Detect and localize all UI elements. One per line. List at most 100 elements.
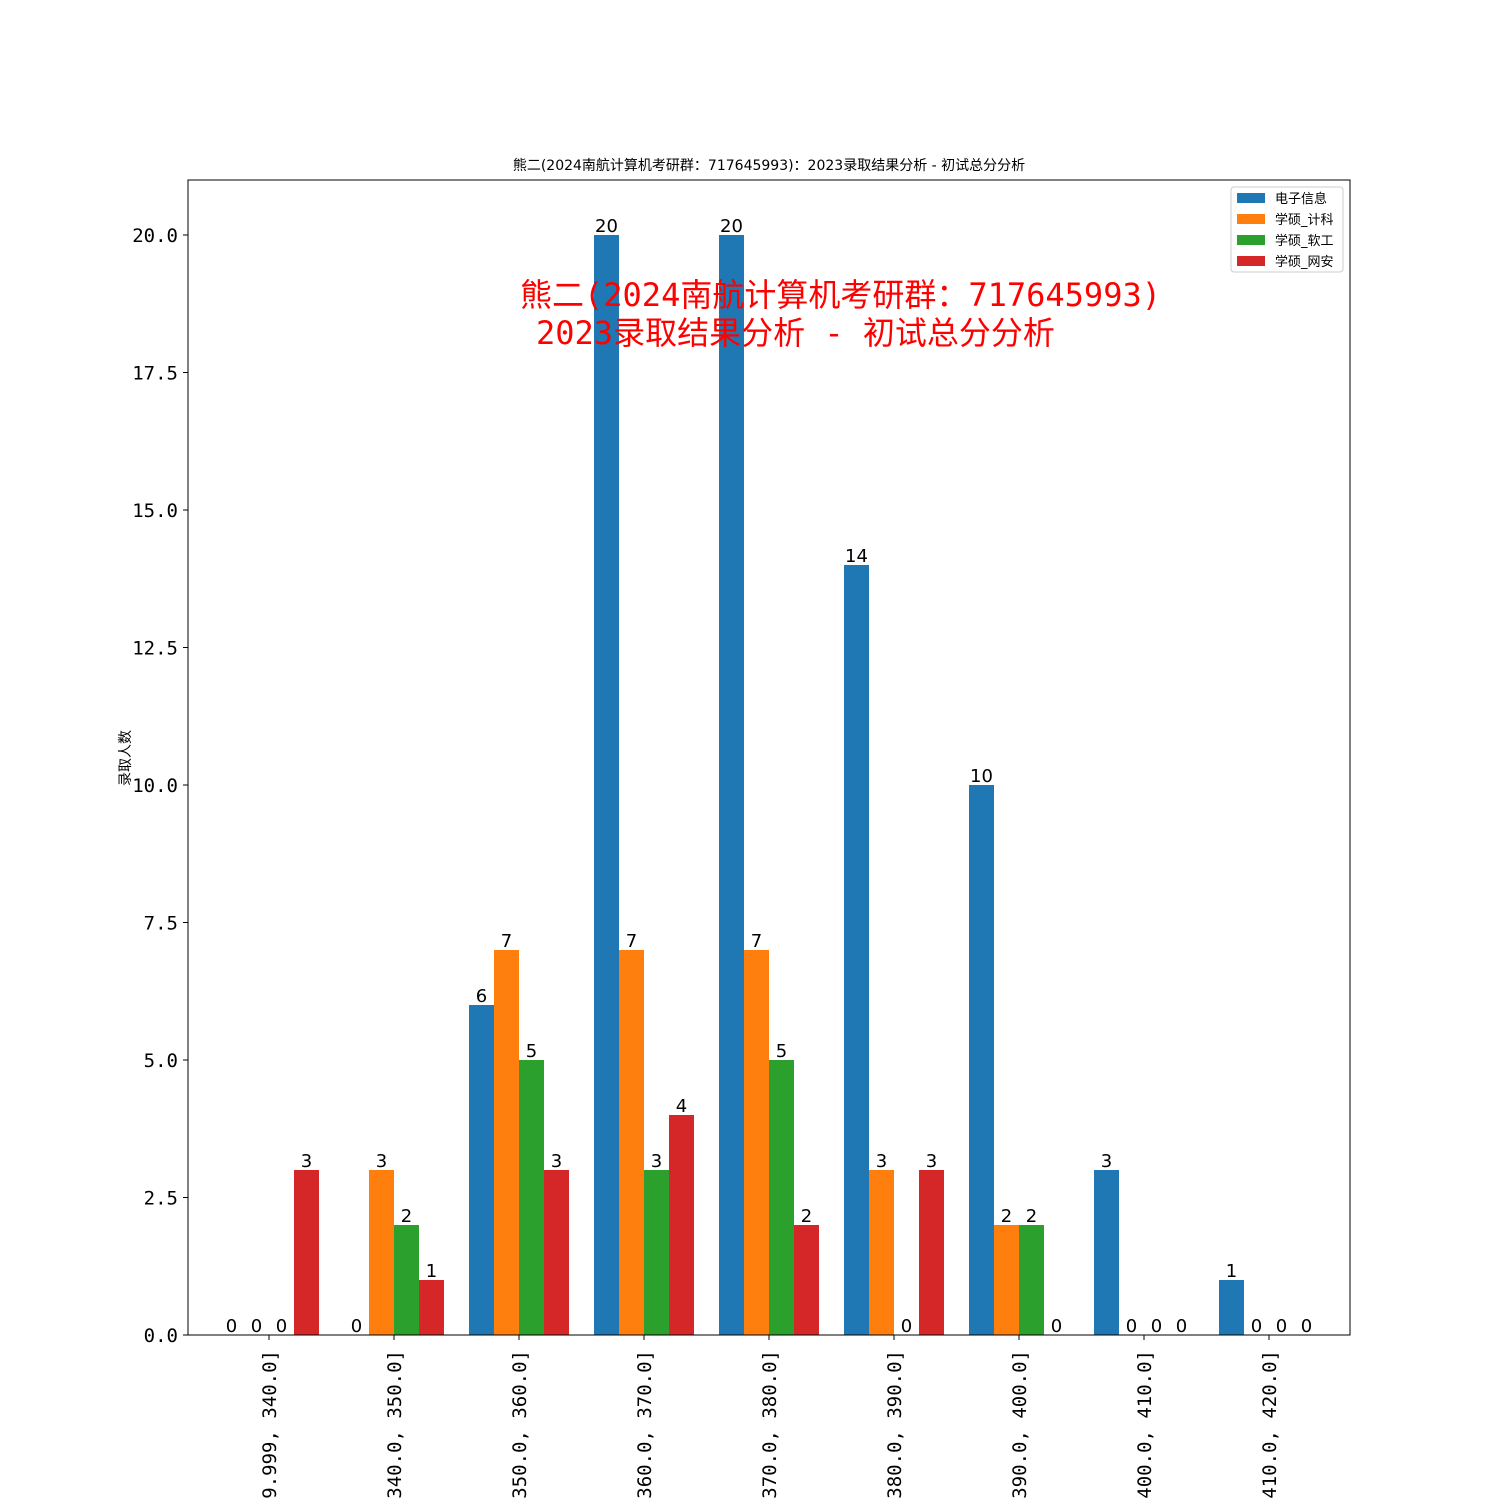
bar-value-label: 3 [551, 1151, 562, 1172]
bar [994, 1225, 1019, 1335]
y-tick-label: 10.0 [132, 775, 178, 797]
x-tick-label: (350.0, 360.0] [509, 1350, 531, 1500]
bar [294, 1170, 319, 1335]
bar-value-label: 0 [901, 1316, 912, 1337]
bar-value-label: 7 [751, 931, 762, 952]
y-tick-label: 20.0 [132, 225, 178, 247]
x-tick-label: (400.0, 410.0] [1134, 1350, 1156, 1500]
bar-value-label: 2 [1001, 1206, 1012, 1227]
bar-value-label: 0 [226, 1316, 237, 1337]
bar-value-label: 1 [1226, 1261, 1237, 1282]
bar-value-label: 2 [1026, 1206, 1037, 1227]
bar [969, 785, 994, 1335]
legend-label: 学硕_网安 [1275, 254, 1334, 270]
legend-swatch [1237, 235, 1265, 245]
x-tick-label: (370.0, 380.0] [759, 1350, 781, 1500]
y-tick-label: 15.0 [132, 500, 178, 522]
bar-value-label: 0 [1301, 1316, 1312, 1337]
bar-value-label: 3 [926, 1151, 937, 1172]
x-tick-label: (329.999, 340.0] [259, 1350, 281, 1500]
legend-label: 电子信息 [1275, 191, 1327, 207]
y-tick-label: 5.0 [144, 1050, 178, 1072]
bar-value-label: 3 [876, 1151, 887, 1172]
bar [919, 1170, 944, 1335]
bar-value-label: 0 [1176, 1316, 1187, 1337]
chart-annotation: 熊二(2024南航计算机考研群：717645993) 2023录取结果分析 - … [520, 276, 1161, 352]
y-tick-label: 0.0 [144, 1325, 178, 1347]
bar-value-label: 4 [676, 1096, 687, 1117]
bar [369, 1170, 394, 1335]
bar [869, 1170, 894, 1335]
bar [844, 565, 869, 1335]
bar [519, 1060, 544, 1335]
bar-value-label: 6 [476, 986, 487, 1007]
bar-value-label: 1 [426, 1261, 437, 1282]
y-tick-label: 7.5 [144, 913, 178, 935]
y-axis-label: 录取人数 [118, 730, 134, 786]
bar [544, 1170, 569, 1335]
bar [769, 1060, 794, 1335]
bar-value-label: 0 [1276, 1316, 1287, 1337]
bar [1094, 1170, 1119, 1335]
x-tick-label: (410.0, 420.0] [1259, 1350, 1281, 1500]
bar-value-label: 14 [845, 546, 868, 567]
annotation-line-2: 2023录取结果分析 - 初试总分分析 [536, 314, 1055, 352]
bar [394, 1225, 419, 1335]
bar [494, 950, 519, 1335]
legend-frame [1230, 186, 1344, 273]
x-tick-label: (380.0, 390.0] [884, 1350, 906, 1500]
bar-value-label: 0 [276, 1316, 287, 1337]
bar-value-label: 0 [251, 1316, 262, 1337]
bar [644, 1170, 669, 1335]
bar [1019, 1225, 1044, 1335]
y-tick-label: 12.5 [132, 638, 178, 660]
bar-value-label: 5 [526, 1041, 537, 1062]
y-tick-label: 2.5 [144, 1188, 178, 1210]
bar [1219, 1280, 1244, 1335]
bar-value-label: 7 [501, 931, 512, 952]
legend-swatch [1237, 214, 1265, 224]
bar [419, 1280, 444, 1335]
annotation-line-1: 熊二(2024南航计算机考研群：717645993) [520, 276, 1161, 314]
legend-swatch [1237, 193, 1265, 203]
bar-value-label: 0 [1251, 1316, 1262, 1337]
bar [794, 1225, 819, 1335]
bars-layer [294, 235, 1244, 1335]
legend-label: 学硕_计科 [1275, 212, 1334, 228]
legend-label: 学硕_软工 [1275, 233, 1334, 249]
bar-value-label: 2 [801, 1206, 812, 1227]
bar [594, 235, 619, 1335]
bar-value-label: 0 [1151, 1316, 1162, 1337]
bar-value-label: 3 [301, 1151, 312, 1172]
bar-value-label: 10 [970, 766, 993, 787]
bar-value-label: 0 [1126, 1316, 1137, 1337]
bar-value-label: 3 [1101, 1151, 1112, 1172]
bar-value-label: 5 [776, 1041, 787, 1062]
bar [469, 1005, 494, 1335]
bar [619, 950, 644, 1335]
bar-value-label: 0 [1051, 1316, 1062, 1337]
x-tick-label: (340.0, 350.0] [384, 1350, 406, 1500]
bar-value-label: 0 [351, 1316, 362, 1337]
bar [669, 1115, 694, 1335]
chart-title: 熊二(2024南航计算机考研群：717645993)：2023录取结果分析 - … [513, 157, 1025, 174]
x-tick-label: (390.0, 400.0] [1009, 1350, 1031, 1500]
y-axis: 0.0 2.5 5.0 7.5 10.0 12.5 15.0 17.5 20.0 [132, 225, 188, 1347]
bar [744, 950, 769, 1335]
bar-value-label: 2 [401, 1206, 412, 1227]
y-tick-label: 17.5 [132, 363, 178, 385]
x-axis: (329.999, 340.0] (340.0, 350.0] (350.0, 36… [259, 1335, 1281, 1500]
bar-value-label: 20 [720, 216, 743, 237]
legend-swatch [1237, 256, 1265, 266]
bar-value-label: 3 [651, 1151, 662, 1172]
bar [719, 235, 744, 1335]
bar-value-label: 3 [376, 1151, 387, 1172]
x-tick-label: (360.0, 370.0] [634, 1350, 656, 1500]
bar-value-label: 7 [626, 931, 637, 952]
bar-value-label: 20 [595, 216, 618, 237]
